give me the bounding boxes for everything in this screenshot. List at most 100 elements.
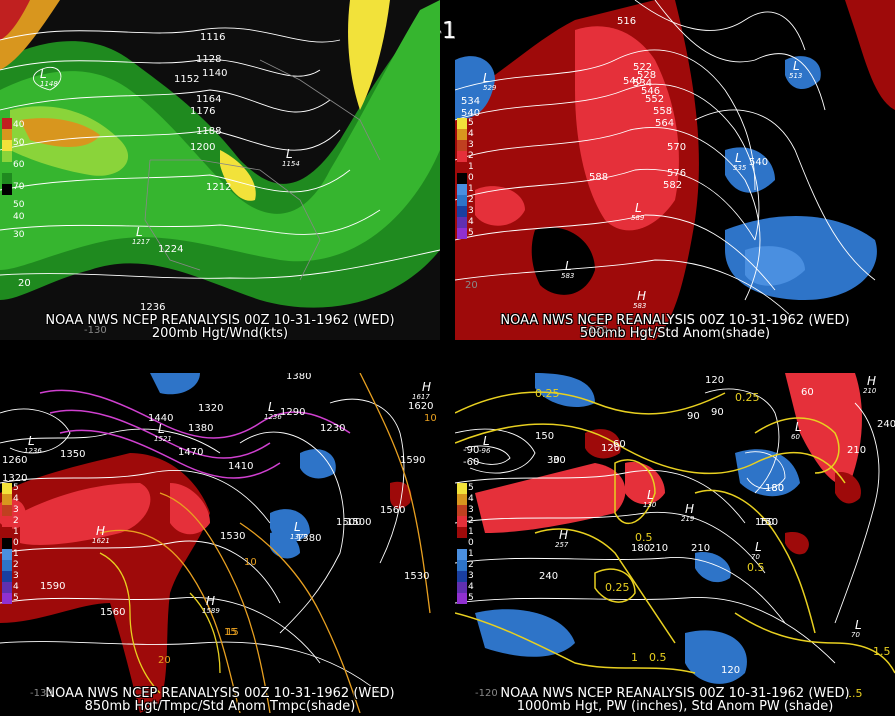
p4-label-0.5c: 0.5 [747,561,765,574]
p3-colorbar-label-10: 5 [13,593,19,603]
p1-low-1-value: 1148 [40,80,58,88]
p3-colorbar [2,483,12,604]
p2-colorbar-label-5: 0 [468,173,474,183]
p2-low-2-value: 535 [733,164,747,172]
p2-low-4-value: 583 [561,272,574,280]
p3-label-10b: 10 [244,557,257,568]
p4-high-1-value: 257 [555,541,569,549]
p3-low-4: L [294,520,301,534]
p3-label-1590b: 1590 [400,455,425,466]
p3-low-1-value: 1236 [24,447,42,455]
p4-low-3: L [795,420,802,434]
axis-label-lat: 20 [465,280,478,291]
p2-colorbar-label-8: 3 [468,206,474,216]
p1-label-1164: 1164 [196,94,221,105]
p4-label-0.25: 0.25 [535,387,560,400]
p4-label-180b: 180 [765,483,784,494]
p4-low-2: L [483,434,490,448]
p3-label-20: 20 [158,655,171,666]
p4-label-180c: 180 [765,483,784,494]
p4-colorbar-label-10: 5 [468,593,474,603]
p4-colorbar-label-5: 0 [468,538,474,548]
panel-500mb-map: 516 522 528 534 540 546 552 558 564 570 … [455,0,895,340]
p3-caption-source: NOAA NWS NCEP REANALYSIS 00Z 10-31-1962 … [45,686,395,701]
p3-colorbar-label-1: 4 [13,494,19,504]
p3-low-3-value: 1236 [264,413,282,421]
p3-high-3-value: 1617 [412,393,430,401]
p1-low-3: L [136,225,143,239]
p1-colorbar-label-1: 50 [13,138,25,148]
p4-label-150b: 150 [755,517,774,528]
p2-colorbar-label-4: 1 [468,162,474,172]
p3-high-2: H [206,594,215,608]
p2-low-5-value: 513 [789,72,802,80]
p3-low-1: L [28,434,35,448]
p2-high-1-value: 583 [633,302,646,310]
p4-label-210b: 210 [847,445,866,456]
p3-label-1530b: 1530 [404,571,429,582]
p3-colorbar-label-7: 2 [13,560,19,570]
p4-low-2-value: -96 [479,447,491,455]
panel-200mb: 1116 1128 1140 1152 1164 1176 1188 1200 … [0,0,440,340]
p3-label-1410: 1410 [228,461,253,472]
p4-high-1: H [559,528,568,542]
p1-label-1236: 1236 [140,302,165,313]
p1-low-3-value: 1217 [132,238,150,246]
p1-label-1200: 1200 [190,142,215,153]
p2-label-588: 588 [589,172,608,183]
p2-low-1-value: 529 [483,84,497,92]
p4-label-120: 120 [705,375,724,386]
p2-label-540: 540 [623,76,642,87]
panel-200mb-map: 1116 1128 1140 1152 1164 1176 1188 1200 … [0,0,440,340]
p4-low-3-value: 60 [791,433,800,441]
p2-low-2: L [735,151,742,165]
p4-low-5: L [855,618,862,632]
p3-label-1350: 1350 [60,449,85,460]
p2-label-570: 570 [667,142,686,153]
p4-low-5-value: 70 [851,631,860,639]
p3-label-1320: 1320 [198,403,223,414]
p3-colorbar-label-9: 4 [13,582,19,592]
p3-label-1590: 1590 [40,581,65,592]
p2-label-558: 558 [653,106,672,117]
p3-label-1290: 1290 [280,407,305,418]
p2-label-516: 516 [617,16,636,27]
p4-label-120c: 120 [601,443,620,454]
p4-high-2: H [685,502,694,516]
p4-label-60b: 60 [801,387,814,398]
p1-label-1152: 1152 [174,74,199,85]
p4-colorbar [457,483,467,604]
p3-label-1320b: 1320 [2,473,27,484]
p2-colorbar-label-3: 2 [468,151,474,161]
p1-label-20: 20 [18,278,31,289]
p2-label-540b: 540 [461,108,480,119]
p1-colorbar [2,118,12,195]
p2-label-534b: 534 [461,96,480,107]
p1-colorbar-label-6: 30 [13,230,25,240]
p3-low-2: L [158,422,165,436]
p3-label-1500b: 1500 [346,517,371,528]
p4-label-1.5b: 1.5 [845,687,863,700]
panel-500mb: 516 522 528 534 540 546 552 558 564 570 … [455,0,895,340]
p4-label-neg90: -90 [463,445,479,456]
p1-caption-field: 200mb Hgt/Wnd(kts) [151,326,289,340]
p3-label-1260: 1260 [2,455,27,466]
p4-high-3-value: 210 [863,387,877,395]
p4-high-3: H [867,374,876,388]
p3-high-3: H [422,380,431,394]
p2-low-3-value: 589 [631,214,645,222]
p3-label-1620: 1620 [408,401,433,412]
p2-colorbar-label-6: 1 [468,184,474,194]
p3-colorbar-label-4: 1 [13,527,19,537]
p3-label-15: 15 [224,627,237,638]
p1-label-1224: 1224 [158,244,183,255]
p2-label-564: 564 [655,118,674,129]
p4-low-1: L [647,488,654,502]
panel-1000mb: 120 150 180 210 240 90 60 30 0.25 0.5 1 … [455,373,895,713]
p4-label-1: 1 [631,651,638,664]
p3-label-1230: 1230 [320,423,345,434]
p4-label-0.25b: 0.25 [735,391,760,404]
p4-label-150c: 150 [759,517,778,528]
p2-low-1: L [483,71,490,85]
p2-label-546: 546 [641,86,660,97]
